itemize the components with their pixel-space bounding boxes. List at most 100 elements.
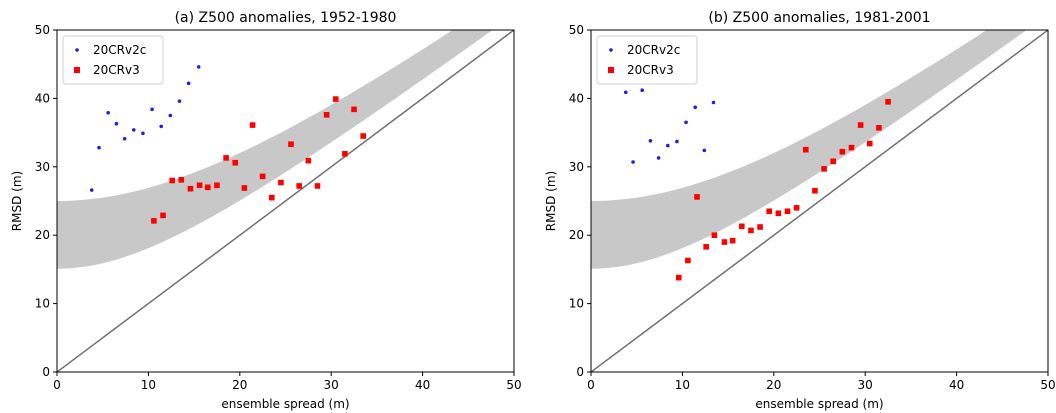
- x-tick-label: 50: [1040, 378, 1055, 392]
- data-point: [693, 105, 697, 110]
- data-point: [205, 184, 211, 191]
- data-point: [131, 128, 136, 132]
- y-tick-label: 10: [35, 297, 50, 311]
- legend-label: 20CRv2c: [627, 43, 680, 57]
- data-point: [122, 136, 127, 141]
- data-point: [249, 122, 256, 128]
- data-point: [702, 148, 707, 153]
- data-point: [775, 210, 782, 217]
- y-tick-label: 40: [35, 91, 50, 105]
- data-point: [748, 227, 754, 234]
- series-20CRv3: [675, 99, 891, 281]
- data-point: [757, 224, 763, 230]
- data-point: [631, 160, 635, 164]
- chart-panel-a: 00 10 10 20 20 30 30 40 40 50 50 (a) Z500 anomalies…: [10, 10, 522, 411]
- legend-label: 20CRv3: [627, 63, 674, 77]
- data-point: [323, 112, 330, 118]
- data-point: [675, 274, 682, 281]
- data-point: [196, 182, 203, 189]
- data-point: [694, 194, 700, 200]
- y-tick-label: 50: [35, 23, 50, 37]
- axes-frame: [56, 29, 515, 373]
- x-tick-label: 10: [675, 378, 690, 392]
- y-tick-label: 50: [569, 23, 584, 37]
- data-point: [186, 81, 191, 86]
- series-20CRv3: [151, 96, 366, 224]
- chart-title: (b) Z500 anomalies, 1981-2001: [708, 10, 930, 26]
- data-point: [159, 124, 163, 129]
- chart-title: (a) Z500 anomalies, 1952-1980: [175, 10, 397, 26]
- data-point: [314, 183, 321, 189]
- data-point: [151, 218, 157, 224]
- data-point: [784, 208, 791, 215]
- legend: 20CRv2c 20CRv3: [596, 35, 698, 85]
- legend-box: [596, 35, 698, 85]
- data-point: [360, 133, 366, 139]
- x-tick-label: 10: [141, 378, 156, 392]
- data-point: [114, 121, 119, 126]
- legend-box: [62, 35, 164, 85]
- x-tick-label: 50: [506, 378, 521, 392]
- data-point: [812, 187, 818, 194]
- data-point: [640, 88, 644, 92]
- data-point: [656, 156, 661, 160]
- y-tick-label: 30: [35, 160, 50, 174]
- data-point: [703, 244, 709, 250]
- data-point: [729, 237, 736, 244]
- data-point: [288, 141, 294, 148]
- x-tick-label: 0: [53, 378, 61, 392]
- x-tick-label: 20: [232, 378, 247, 392]
- legend-marker: [75, 48, 79, 52]
- data-point: [241, 185, 248, 191]
- one-to-one-line: [591, 30, 1048, 372]
- y-axis-label: RMSD (m): [544, 171, 558, 231]
- uncertainty-band: [57, 30, 493, 269]
- data-point: [648, 139, 653, 143]
- data-point: [766, 208, 773, 215]
- data-point: [296, 183, 303, 189]
- data-point: [857, 122, 864, 128]
- axes-frame: [590, 29, 1049, 373]
- data-point: [711, 232, 718, 238]
- y-tick-label: 20: [35, 228, 50, 242]
- data-point: [342, 151, 348, 157]
- data-point: [268, 194, 275, 201]
- data-point: [187, 185, 194, 192]
- data-point: [332, 96, 339, 102]
- legend-label: 20CRv3: [93, 63, 140, 77]
- uncertainty-band: [591, 30, 1027, 269]
- data-point: [839, 148, 846, 155]
- x-tick-label: 20: [766, 378, 781, 392]
- data-point: [169, 177, 175, 184]
- data-point: [665, 143, 670, 148]
- y-tick-label: 0: [576, 365, 584, 379]
- data-point: [89, 188, 94, 192]
- data-point: [259, 173, 266, 180]
- x-axis-label: ensemble spread (m): [221, 397, 349, 411]
- x-axis-label: ensemble spread (m): [755, 397, 883, 411]
- y-tick-label: 0: [42, 365, 50, 379]
- x-tick-label: 0: [587, 378, 595, 392]
- data-point: [106, 110, 110, 115]
- x-tick-label: 30: [324, 378, 339, 392]
- data-point: [885, 99, 891, 105]
- y-axis-label: RMSD (m): [10, 171, 24, 231]
- legend-marker: [74, 67, 80, 73]
- data-point: [876, 125, 882, 131]
- data-point: [305, 157, 312, 164]
- data-point: [160, 212, 166, 219]
- data-point: [177, 99, 182, 103]
- data-point: [802, 146, 809, 153]
- series-20CRv2c: [89, 65, 201, 192]
- y-tick-label: 20: [569, 228, 584, 242]
- data-point: [232, 159, 239, 166]
- data-point: [278, 179, 284, 186]
- y-tick-label: 10: [569, 297, 584, 311]
- data-point: [711, 100, 716, 105]
- x-tick-label: 30: [858, 378, 873, 392]
- data-point: [739, 223, 745, 230]
- data-point: [675, 139, 679, 144]
- data-point: [168, 113, 173, 118]
- data-point: [141, 131, 145, 136]
